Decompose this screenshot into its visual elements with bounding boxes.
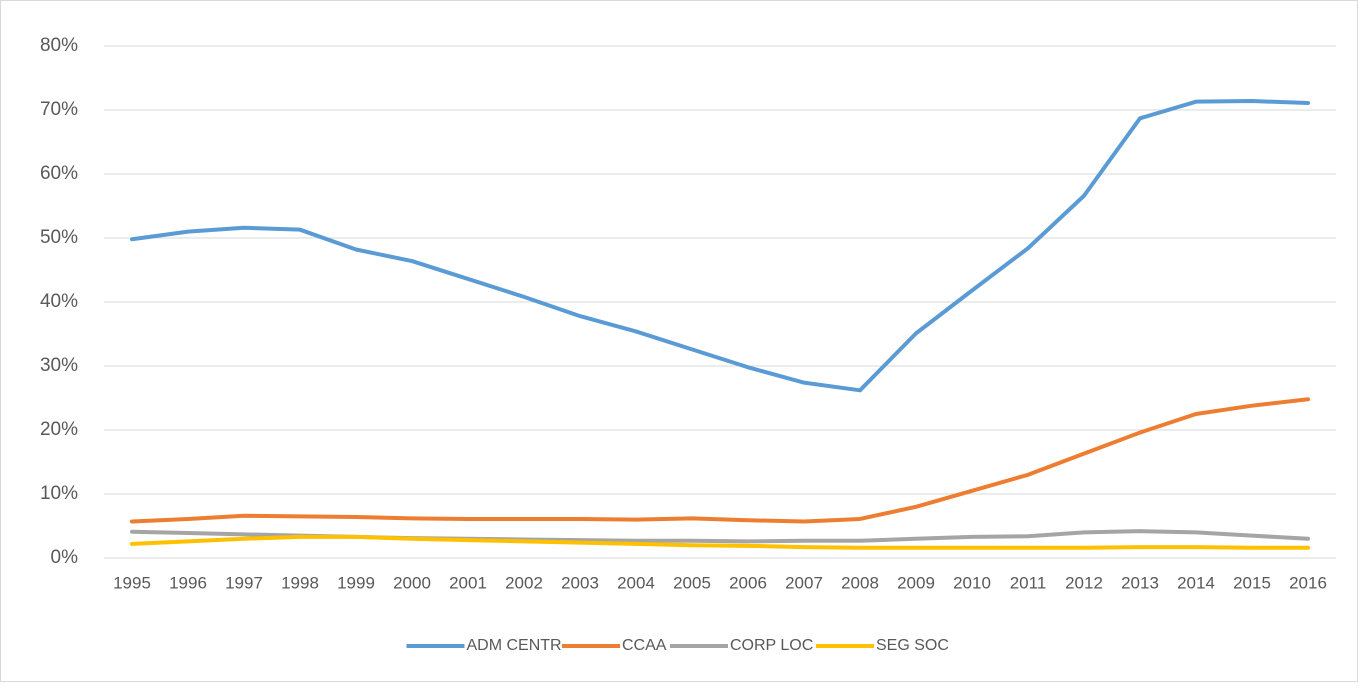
x-tick-label: 1995 [113,573,151,592]
y-tick-label: 60% [40,163,78,184]
legend-label: ADM CENTR [467,637,562,654]
y-tick-label: 80% [40,35,78,56]
series-line [130,99,1310,393]
x-tick-label: 2007 [785,573,823,592]
y-tick-label: 50% [40,227,78,248]
x-tick-label: 2016 [1289,573,1327,592]
y-tick-label: 20% [40,419,78,440]
legend-label: CCAA [622,637,667,654]
x-tick-label: 1998 [281,573,319,592]
x-tick-label: 2002 [505,573,543,592]
y-tick-label: 0% [51,547,79,568]
x-tick-label: 2008 [841,573,879,592]
x-tick-label: 2000 [393,573,431,592]
x-tick-label: 2013 [1121,573,1159,592]
series-line [130,397,1310,524]
series-line [130,534,1310,550]
x-tick-label: 2012 [1065,573,1103,592]
y-tick-label: 30% [40,355,78,376]
y-tick-label: 70% [40,99,78,120]
x-tick-label: 1996 [169,573,207,592]
y-tick-label: 40% [40,291,78,312]
x-tick-label: 2004 [617,573,655,592]
x-tick-label: 1997 [225,573,263,592]
x-tick-label: 2001 [449,573,487,592]
x-tick-label: 1999 [337,573,375,592]
y-tick-label: 10% [40,483,78,504]
x-tick-label: 2014 [1177,573,1215,592]
x-tick-label: 2010 [953,573,991,592]
legend-label: CORP LOC [730,637,813,654]
x-tick-label: 2011 [1010,573,1047,592]
x-tick-label: 2009 [897,573,935,592]
legend-label: SEG SOC [876,637,949,654]
x-tick-label: 2015 [1233,573,1271,592]
x-tick-label: 2006 [729,573,767,592]
x-tick-label: 2005 [673,573,711,592]
x-tick-label: 2003 [561,573,599,592]
